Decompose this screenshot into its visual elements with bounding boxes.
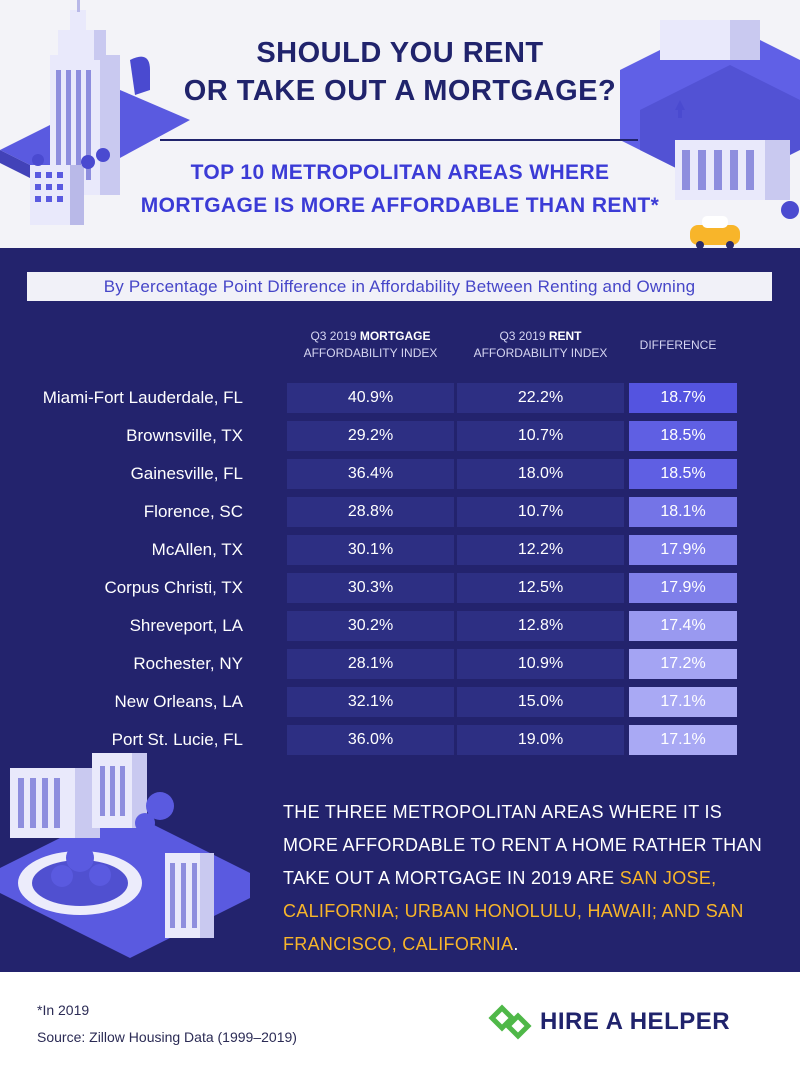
- rent-cell: 10.7%: [457, 497, 624, 527]
- row-metro-label: Florence, SC: [143, 502, 243, 521]
- title-line-1: SHOULD YOU RENT: [256, 37, 544, 69]
- table-banner: By Percentage Point Difference in Afford…: [27, 272, 772, 301]
- column-header-mortgage-sub: AFFORDABILITY INDEX: [303, 346, 438, 360]
- mortgage-cell: 32.1%: [287, 687, 454, 717]
- column-header-rent-bold: RENT: [548, 329, 582, 343]
- difference-cell: 18.7%: [629, 383, 737, 413]
- column-header-mortgage-prefix: Q3 2019: [310, 329, 360, 343]
- source-note: Source: Zillow Housing Data (1999–2019): [37, 1029, 297, 1045]
- logo-icon: [488, 1004, 532, 1040]
- row-metro-label: McAllen, TX: [151, 540, 243, 559]
- main-panel: By Percentage Point Difference in Afford…: [0, 248, 800, 972]
- row-metro-label: Gainesville, FL: [130, 464, 243, 483]
- rent-cell: 12.5%: [457, 573, 624, 603]
- title-divider: [160, 139, 638, 141]
- mortgage-cell: 30.3%: [287, 573, 454, 603]
- title-line-2: OR TAKE OUT A MORTGAGE?: [183, 75, 617, 107]
- hire-a-helper-logo: HIRE A HELPER: [488, 1000, 768, 1042]
- page-subtitle: TOP 10 METROPOLITAN AREAS WHERE MORTGAGE…: [0, 156, 800, 222]
- rent-cell: 22.2%: [457, 383, 624, 413]
- mortgage-cell: 40.9%: [287, 383, 454, 413]
- difference-cell: 17.9%: [629, 573, 737, 603]
- row-metro-label: Corpus Christi, TX: [104, 578, 243, 597]
- mortgage-cell: 29.2%: [287, 421, 454, 451]
- summary-note-text: THE THREE METROPOLITAN AREAS WHERE IT IS…: [283, 802, 763, 888]
- table-row: Gainesville, FL 36.4% 18.0% 18.5%: [0, 459, 800, 489]
- mortgage-cell: 30.1%: [287, 535, 454, 565]
- rent-cell: 18.0%: [457, 459, 624, 489]
- city-illustration-left: [0, 0, 190, 225]
- column-header-rent-prefix: Q3 2019: [499, 329, 549, 343]
- footnote: *In 2019: [37, 1002, 90, 1018]
- difference-cell: 18.1%: [629, 497, 737, 527]
- subtitle-line-2: MORTGAGE IS MORE AFFORDABLE THAN RENT*: [140, 194, 660, 217]
- footer: *In 2019 Source: Zillow Housing Data (19…: [0, 972, 800, 1075]
- table-row: Florence, SC 28.8% 10.7% 18.1%: [0, 497, 800, 527]
- subtitle-line-1: TOP 10 METROPOLITAN AREAS WHERE: [190, 161, 610, 184]
- rent-cell: 10.9%: [457, 649, 624, 679]
- mortgage-cell: 28.1%: [287, 649, 454, 679]
- header: SHOULD YOU RENT OR TAKE OUT A MORTGAGE? …: [0, 0, 800, 248]
- table-row: New Orleans, LA 32.1% 15.0% 17.1%: [0, 687, 800, 717]
- rent-cell: 12.8%: [457, 611, 624, 641]
- city-illustration-right: [620, 20, 800, 248]
- table-row: Rochester, NY 28.1% 10.9% 17.2%: [0, 649, 800, 679]
- row-metro-label: Brownsville, TX: [126, 426, 243, 445]
- table-row: Port St. Lucie, FL 36.0% 19.0% 17.1%: [0, 725, 800, 755]
- row-metro-label: Port St. Lucie, FL: [111, 730, 243, 749]
- table-row: Miami-Fort Lauderdale, FL 40.9% 22.2% 18.7%: [0, 383, 800, 413]
- table-row: Shreveport, LA 30.2% 12.8% 17.4%: [0, 611, 800, 641]
- row-metro-label: Rochester, NY: [133, 654, 243, 673]
- difference-cell: 17.1%: [629, 725, 737, 755]
- summary-note: THE THREE METROPOLITAN AREAS WHERE IT IS…: [283, 796, 763, 961]
- page-title: SHOULD YOU RENT OR TAKE OUT A MORTGAGE?: [0, 34, 800, 110]
- row-metro-label: New Orleans, LA: [114, 692, 244, 711]
- difference-cell: 17.4%: [629, 611, 737, 641]
- difference-cell: 17.9%: [629, 535, 737, 565]
- row-metro-label: Shreveport, LA: [129, 616, 243, 635]
- column-header-rent-sub: AFFORDABILITY INDEX: [473, 346, 608, 360]
- difference-cell: 17.2%: [629, 649, 737, 679]
- difference-cell: 18.5%: [629, 459, 737, 489]
- city-illustration-bottom: [0, 753, 250, 958]
- table-row: Corpus Christi, TX 30.3% 12.5% 17.9%: [0, 573, 800, 603]
- column-header-difference: DIFFERENCE: [639, 338, 717, 352]
- column-header-rent: Q3 2019 RENT AFFORDABILITY INDEX: [457, 328, 624, 362]
- summary-note-highlight: SAN JOSE, CALIFORNIA; URBAN HONOLULU, HA…: [283, 868, 744, 954]
- mortgage-cell: 36.4%: [287, 459, 454, 489]
- car-icon: [690, 216, 740, 248]
- column-header-mortgage-bold: MORTGAGE: [359, 329, 431, 343]
- mortgage-cell: 36.0%: [287, 725, 454, 755]
- rent-cell: 15.0%: [457, 687, 624, 717]
- table-row: Brownsville, TX 29.2% 10.7% 18.5%: [0, 421, 800, 451]
- difference-cell: 18.5%: [629, 421, 737, 451]
- logo-text: HIRE A HELPER: [540, 1008, 731, 1035]
- summary-note-end: .: [513, 934, 519, 954]
- rent-cell: 19.0%: [457, 725, 624, 755]
- column-header-mortgage: Q3 2019 MORTGAGE AFFORDABILITY INDEX: [287, 328, 454, 362]
- rent-cell: 10.7%: [457, 421, 624, 451]
- row-metro-label: Miami-Fort Lauderdale, FL: [42, 388, 243, 407]
- rent-cell: 12.2%: [457, 535, 624, 565]
- mortgage-cell: 30.2%: [287, 611, 454, 641]
- difference-cell: 17.1%: [629, 687, 737, 717]
- table-row: McAllen, TX 30.1% 12.2% 17.9%: [0, 535, 800, 565]
- mortgage-cell: 28.8%: [287, 497, 454, 527]
